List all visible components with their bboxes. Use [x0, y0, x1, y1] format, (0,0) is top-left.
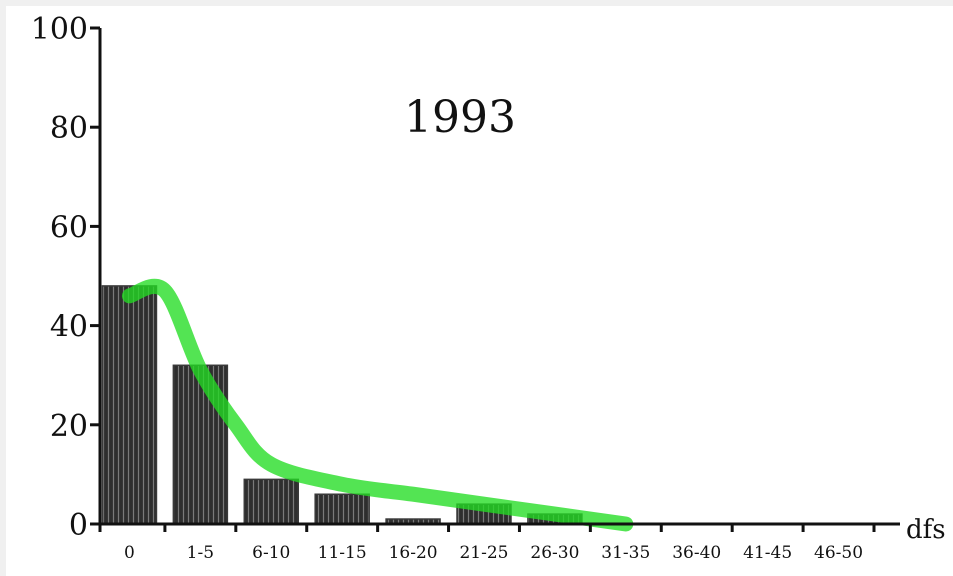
y-tick-label-60: 60 — [50, 210, 88, 245]
bar-11-15 — [314, 493, 370, 525]
x-tick-label-31-35: 31-35 — [601, 543, 650, 563]
x-tick-label-1-5: 1-5 — [187, 543, 214, 563]
x-tick-label-41-45: 41-45 — [743, 543, 792, 563]
bar-0 — [101, 285, 158, 525]
trend-curve-layer — [121, 278, 634, 532]
bar-6-10 — [243, 478, 300, 525]
labels-layer: 0 20 40 60 80 100 0 1-5 6-10 11-15 16-20 21-25 26-30… — [31, 12, 863, 563]
trend-curve — [121, 278, 634, 532]
x-tick-label-21-25: 21-25 — [459, 543, 508, 563]
y-tick-label-0: 0 — [69, 508, 88, 543]
x-tick-label-11-15: 11-15 — [318, 543, 367, 563]
y-tick-label-40: 40 — [50, 310, 88, 345]
axes-layer — [90, 26, 900, 532]
x-tick-label-0: 0 — [124, 543, 135, 563]
x-tick-label-16-20: 16-20 — [389, 543, 438, 563]
y-tick-label-100: 100 — [31, 12, 88, 47]
x-axis-label: dfs — [906, 515, 946, 545]
y-tick-label-20: 20 — [50, 409, 88, 444]
x-tick-label-36-40: 36-40 — [672, 543, 721, 563]
chart-title: 1993 — [404, 92, 516, 143]
x-tick-label-6-10: 6-10 — [252, 543, 290, 563]
y-tick-label-80: 80 — [50, 111, 88, 146]
x-tick-label-26-30: 26-30 — [530, 543, 579, 563]
x-tick-label-46-50: 46-50 — [814, 543, 863, 563]
